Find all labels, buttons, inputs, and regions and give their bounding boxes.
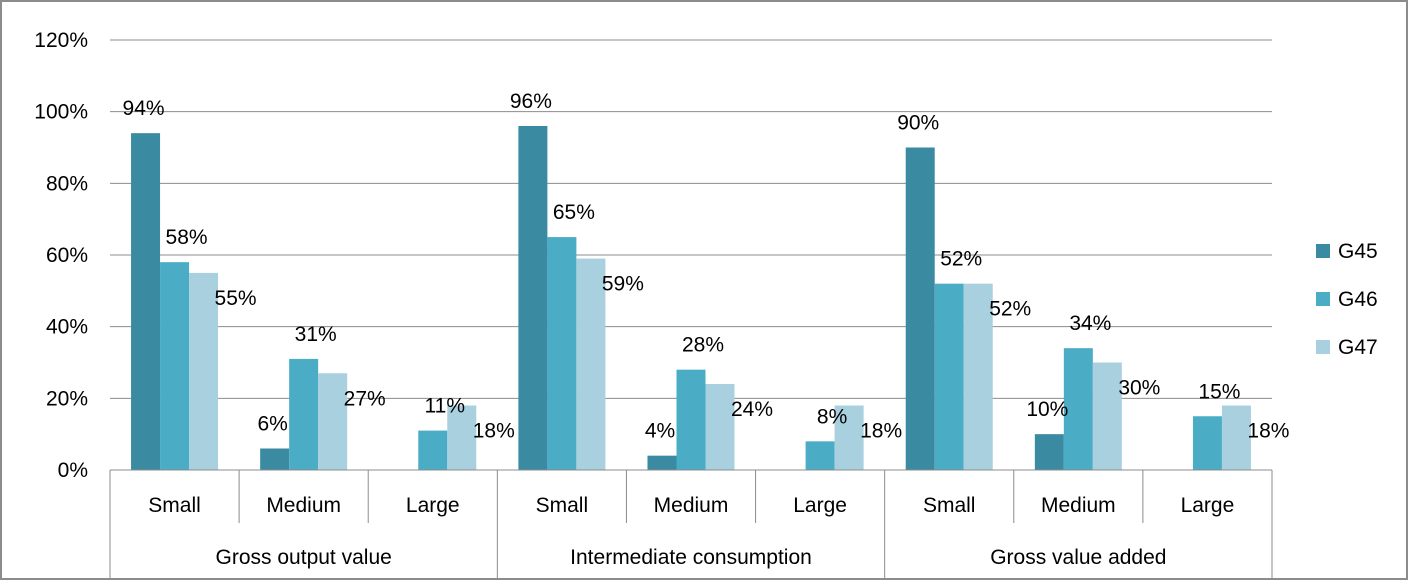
- bar-g47: [189, 272, 219, 470]
- legend-swatch-g45: [1316, 244, 1330, 258]
- x-group-label: Intermediate consumption: [570, 546, 812, 569]
- bar-g46: [676, 369, 706, 470]
- bar-g46: [160, 262, 190, 470]
- data-label: 28%: [682, 334, 724, 357]
- data-label: 96%: [510, 90, 552, 113]
- legend-label: G47: [1338, 336, 1378, 359]
- bar-g45: [131, 133, 161, 470]
- data-labels: 94% 58% 55% 6% 31% 27% 11% 18% 96% 65% 59% 4% 28% 24%…: [123, 90, 1290, 443]
- x-category-label: Medium: [1041, 494, 1116, 517]
- x-category-label: Small: [148, 494, 201, 517]
- bar-g46: [547, 237, 577, 470]
- bar-g46: [805, 441, 835, 470]
- bar-g47: [447, 405, 477, 470]
- y-tick-label: 120%: [34, 29, 88, 52]
- x-category-label: Small: [923, 494, 976, 517]
- data-label: 8%: [817, 405, 847, 428]
- bar-g46: [1192, 416, 1222, 470]
- legend-label: G46: [1338, 288, 1378, 311]
- bar-g45: [647, 455, 677, 470]
- data-label: 4%: [645, 420, 675, 443]
- data-label: 10%: [1026, 398, 1068, 421]
- data-label: 55%: [215, 287, 257, 310]
- y-tick-label: 40%: [46, 316, 88, 339]
- data-label: 11%: [425, 395, 465, 418]
- data-label: 18%: [473, 420, 515, 443]
- x-group-label: Gross value added: [990, 546, 1166, 569]
- bars: [131, 126, 1251, 470]
- x-category-label: Small: [536, 494, 589, 517]
- data-label: 27%: [344, 387, 386, 410]
- bar-g46: [1063, 348, 1093, 470]
- bar-g46: [934, 283, 964, 470]
- data-label: 34%: [1069, 312, 1111, 335]
- data-label: 18%: [860, 420, 902, 443]
- data-label: 30%: [1118, 377, 1160, 400]
- x-category-label: Medium: [266, 494, 341, 517]
- bar-g47: [1221, 405, 1251, 470]
- bar-g47: [963, 283, 993, 470]
- bar-g47: [834, 405, 864, 470]
- y-tick-label: 0%: [58, 459, 88, 482]
- x-category-label: Large: [1181, 494, 1235, 517]
- bar-g47: [705, 384, 735, 470]
- x-category-label: Medium: [654, 494, 729, 517]
- y-tick-label: 20%: [46, 387, 88, 410]
- data-label: 90%: [897, 112, 939, 135]
- x-category-label: Large: [406, 494, 460, 517]
- legend-label: G45: [1338, 240, 1378, 263]
- data-label: 15%: [1198, 380, 1240, 403]
- data-label: 65%: [553, 201, 595, 224]
- bar-g46: [418, 430, 448, 470]
- data-label: 24%: [731, 398, 773, 421]
- bar-g45: [905, 147, 935, 470]
- data-label: 94%: [123, 97, 165, 120]
- data-label: 31%: [295, 323, 337, 346]
- bar-g47: [318, 373, 348, 470]
- x-group-label: Gross output value: [216, 546, 392, 569]
- legend-swatch-g46: [1316, 292, 1330, 306]
- bar-g47: [1092, 362, 1122, 470]
- data-label: 6%: [257, 413, 287, 436]
- data-label: 18%: [1247, 420, 1289, 443]
- y-tick-label: 100%: [34, 101, 88, 124]
- y-tick-label: 80%: [46, 172, 88, 195]
- bar-g47: [576, 258, 606, 470]
- y-axis: 0% 20% 40% 60% 80% 100% 120%: [34, 29, 88, 482]
- legend: G45 G46 G47: [1316, 240, 1378, 359]
- x-category-label: Large: [793, 494, 847, 517]
- bar-g46: [289, 358, 319, 470]
- data-label: 58%: [166, 226, 208, 249]
- data-label: 52%: [940, 248, 982, 271]
- data-label: 52%: [989, 298, 1031, 321]
- bar-g45: [518, 126, 548, 470]
- data-label: 59%: [602, 273, 644, 296]
- legend-swatch-g47: [1316, 340, 1330, 354]
- bar-g45: [260, 448, 290, 470]
- x-axis: Small Medium Large Small Medium Large Small Med…: [109, 469, 1273, 578]
- y-tick-label: 60%: [46, 244, 88, 267]
- bar-g45: [1034, 434, 1064, 470]
